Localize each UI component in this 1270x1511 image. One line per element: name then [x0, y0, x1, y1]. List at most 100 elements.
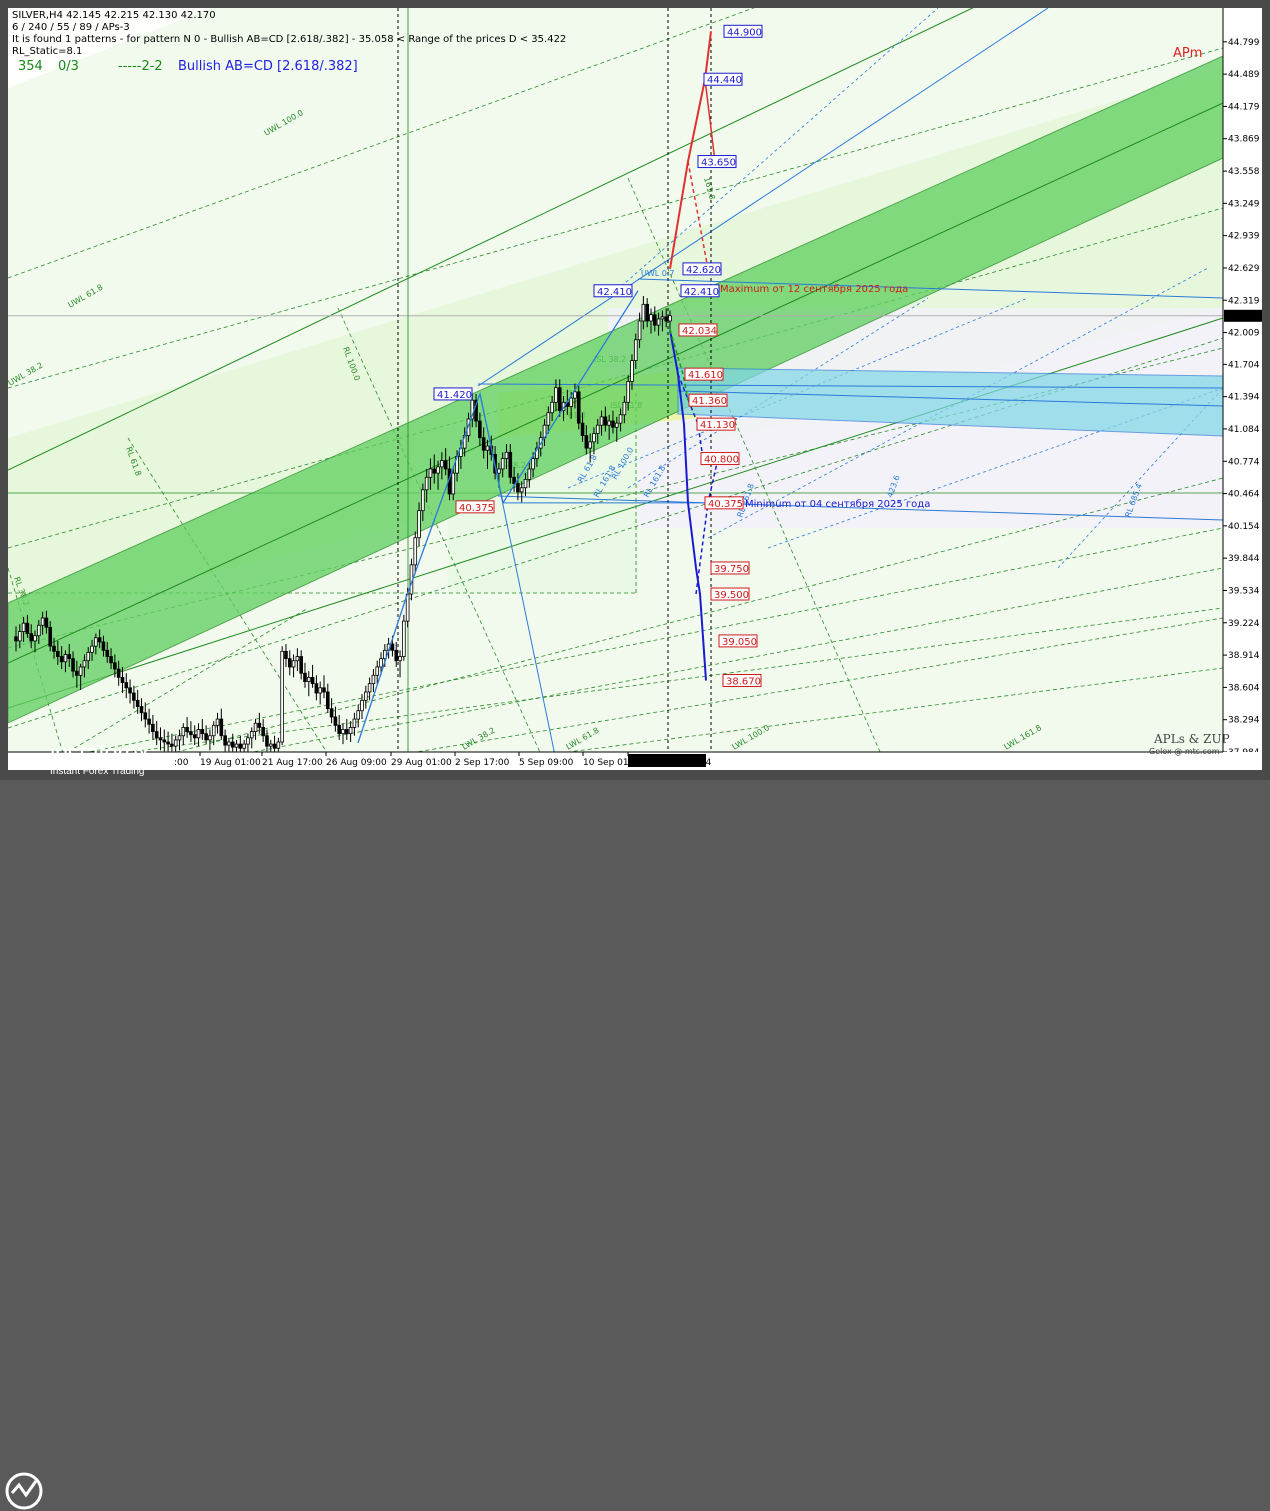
price-level-box	[680, 284, 720, 298]
candle	[592, 427, 596, 455]
candle	[135, 689, 140, 714]
green-channel-mid	[8, 102, 1224, 664]
candle	[238, 735, 243, 752]
candle	[265, 729, 269, 752]
candle	[440, 452, 444, 480]
candle-body	[82, 660, 87, 668]
candle	[33, 630, 37, 653]
candle-body	[113, 662, 117, 670]
blue-line-e	[607, 8, 939, 299]
candle	[614, 416, 619, 442]
candle-body	[147, 718, 151, 725]
candle	[132, 685, 136, 709]
candle-body	[63, 654, 68, 663]
price-tick-label: 40.154	[1228, 522, 1260, 532]
uwl-07-annotation: UWL 0.7	[641, 269, 675, 278]
price-level-marker: 41.360	[688, 393, 728, 407]
candle-body	[345, 729, 349, 735]
candle	[170, 733, 174, 752]
candle-body	[200, 729, 205, 735]
candle	[451, 466, 456, 501]
candle-body	[33, 635, 37, 642]
price-level-label: 39.500	[714, 590, 749, 601]
candle	[550, 396, 554, 422]
apls-zup-label: APLs & ZUP	[1154, 732, 1230, 746]
candle-body	[143, 712, 148, 720]
candle	[287, 650, 292, 676]
candle-body	[272, 743, 277, 749]
price-level-marker: 44.440	[703, 72, 743, 86]
price-level-marker: 39.050	[718, 634, 758, 648]
pattern-point-marker: 40.375	[455, 500, 495, 514]
candle	[230, 733, 235, 752]
blue-line-b	[497, 495, 1224, 521]
price-level-label: 39.750	[714, 564, 749, 575]
price-level-marker: 41.610	[684, 367, 724, 381]
candle-body	[614, 422, 619, 428]
candle-body	[443, 460, 448, 470]
candle-body	[599, 416, 604, 426]
candle-body	[208, 735, 212, 741]
candle	[215, 712, 220, 734]
candle-body	[299, 656, 303, 674]
candle	[584, 425, 589, 455]
price-level-marker: 42.410	[680, 284, 720, 298]
candle-body	[170, 743, 174, 747]
candle	[154, 721, 159, 746]
price-level-label: 44.440	[707, 75, 742, 86]
candle-body	[569, 397, 573, 407]
candle	[428, 458, 433, 490]
candle	[500, 452, 505, 478]
candle-body	[375, 666, 380, 676]
candle-body	[78, 666, 83, 676]
candle-body	[325, 691, 330, 710]
candle-body	[173, 739, 178, 747]
price-level-box	[682, 262, 722, 276]
candle-body	[630, 360, 634, 382]
candle	[56, 640, 60, 665]
candle-body	[44, 617, 49, 628]
candle-body	[527, 468, 532, 480]
price-level-label: 41.360	[692, 396, 727, 407]
candle-body	[652, 314, 657, 326]
candle-body	[390, 643, 395, 651]
time-tick-label: 26 Aug 09:00	[326, 758, 387, 768]
candle-body	[219, 718, 224, 737]
fan-line-10	[107, 477, 1224, 770]
candle-body	[394, 649, 399, 662]
candle-body	[284, 650, 288, 660]
candle	[474, 393, 478, 428]
fan-line-9	[37, 607, 309, 770]
price-level-box	[697, 155, 737, 169]
candle	[356, 704, 361, 728]
price-level-box	[700, 452, 740, 466]
price-tick-label: 42.009	[1228, 329, 1260, 339]
time-tick-label: 2 Sep 17:00	[455, 758, 510, 768]
price-level-label: 43.650	[701, 158, 736, 169]
candle-body	[223, 735, 227, 746]
time-tick-label: 10 Sep 01:00	[583, 758, 643, 768]
blue-fan-4	[1057, 387, 1224, 569]
candle	[611, 410, 615, 434]
price-level-marker: 40.375	[704, 496, 744, 510]
price-tick-label: 40.464	[1228, 490, 1260, 500]
candle-body	[234, 743, 239, 748]
candle-body	[379, 658, 383, 668]
candle	[607, 414, 611, 440]
candle	[18, 624, 22, 649]
candle	[113, 654, 117, 678]
candle-body	[451, 472, 456, 495]
candle	[75, 660, 79, 688]
chart-area[interactable]: UWL 100.0 UWL 61.8 UWL 38.2 RL 100.0 RL 61.8…	[8, 8, 1262, 770]
apm-label: APm	[1173, 46, 1203, 61]
candle-body	[291, 660, 296, 668]
candle	[394, 641, 399, 667]
candle-body	[135, 699, 140, 707]
candle	[105, 641, 110, 663]
cross-line-2	[627, 177, 889, 770]
candle	[44, 610, 49, 634]
candle	[367, 677, 372, 701]
candle-body	[230, 741, 235, 748]
candle	[576, 385, 581, 430]
